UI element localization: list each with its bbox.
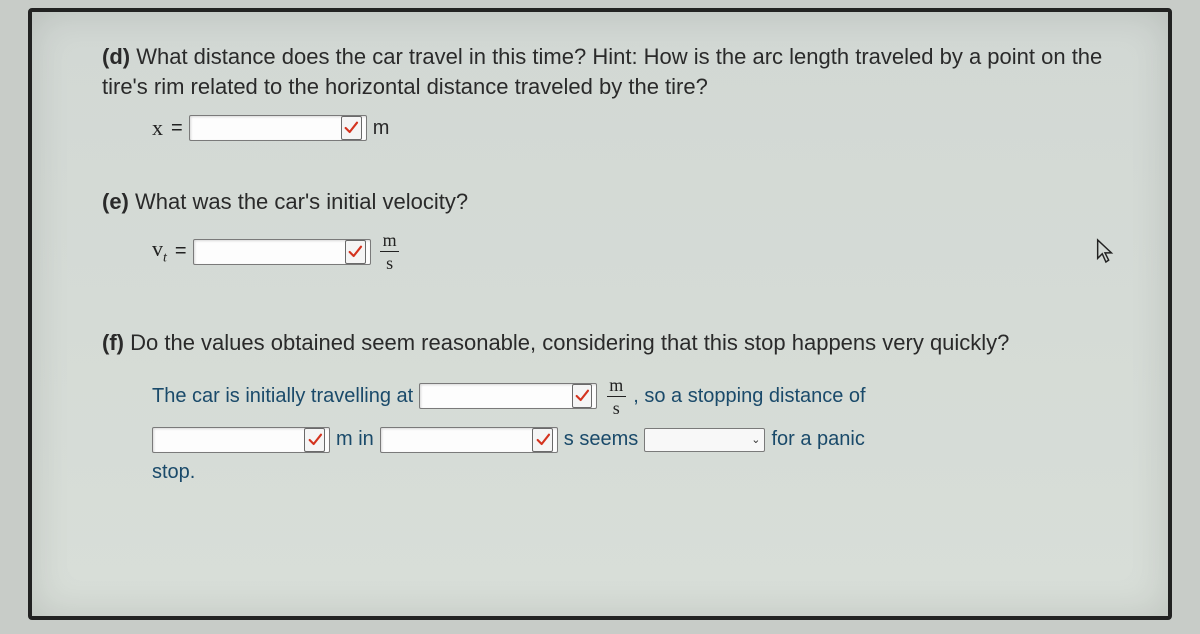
part-e-label: (e) — [102, 189, 129, 214]
input-x[interactable] — [194, 115, 339, 141]
part-f-line2: m in s seems ⌄ for a panic — [152, 427, 1138, 453]
input-vt[interactable] — [198, 239, 343, 265]
input-f1[interactable] — [424, 383, 569, 409]
input-f2[interactable] — [157, 427, 302, 453]
part-e-answer-row: vt = m s — [152, 231, 1138, 272]
frac-e-den: s — [380, 251, 399, 272]
check-x-icon[interactable] — [341, 116, 362, 140]
input-f2-wrapper — [152, 427, 330, 453]
input-f3[interactable] — [385, 427, 530, 453]
chevron-down-icon: ⌄ — [751, 433, 760, 446]
part-f-line3: stop. — [152, 461, 1138, 484]
part-f-line1: The car is initially travelling at m s ,… — [152, 376, 1138, 417]
var-v: v — [152, 236, 163, 261]
f-tail: for a panic — [771, 428, 864, 451]
f-stop: stop. — [152, 461, 195, 484]
f-pre1: The car is initially travelling at — [152, 385, 413, 408]
check-f3-icon[interactable] — [532, 428, 553, 452]
worksheet-screen: (d) What distance does the car travel in… — [28, 8, 1172, 620]
input-f3-wrapper — [380, 427, 558, 453]
input-f1-wrapper — [419, 383, 597, 409]
unit-e-frac: m s — [379, 231, 401, 272]
check-f1-icon[interactable] — [572, 384, 593, 408]
cursor-icon — [1094, 238, 1116, 269]
input-x-wrapper — [189, 115, 367, 141]
check-f2-icon[interactable] — [304, 428, 325, 452]
var-x: x — [152, 115, 163, 141]
f-post1: , so a stopping distance of — [633, 385, 865, 408]
check-vt-icon[interactable] — [345, 240, 366, 264]
part-e-question: What was the car's initial velocity? — [135, 189, 468, 214]
part-e: (e) What was the car's initial velocity?… — [102, 187, 1138, 272]
select-reasonable[interactable]: ⌄ — [644, 428, 765, 452]
part-e-text: (e) What was the car's initial velocity? — [102, 189, 468, 214]
part-f: (f) Do the values obtained seem reasonab… — [102, 328, 1138, 484]
part-f-question: Do the values obtained seem reasonable, … — [130, 330, 1009, 355]
var-vt: vt — [152, 236, 167, 266]
frac-f1-num: m — [605, 376, 627, 396]
eq-e: = — [175, 240, 187, 263]
f-mid-unit: m in — [336, 428, 374, 451]
part-d-question: What distance does the car travel in thi… — [102, 44, 1102, 99]
part-d-label: (d) — [102, 44, 130, 69]
input-vt-wrapper — [193, 239, 371, 265]
eq-d: = — [171, 117, 183, 140]
unit-f1-frac: m s — [605, 376, 627, 417]
part-d: (d) What distance does the car travel in… — [102, 42, 1138, 141]
frac-e-num: m — [379, 231, 401, 251]
f-post3: s seems — [564, 428, 638, 451]
part-f-text: (f) Do the values obtained seem reasonab… — [102, 330, 1009, 355]
part-f-label: (f) — [102, 330, 124, 355]
part-d-text: (d) What distance does the car travel in… — [102, 44, 1102, 99]
frac-f1-den: s — [607, 396, 626, 417]
part-d-answer-row: x = m — [152, 115, 1138, 141]
var-t-sub: t — [163, 251, 167, 266]
unit-d: m — [373, 117, 390, 140]
